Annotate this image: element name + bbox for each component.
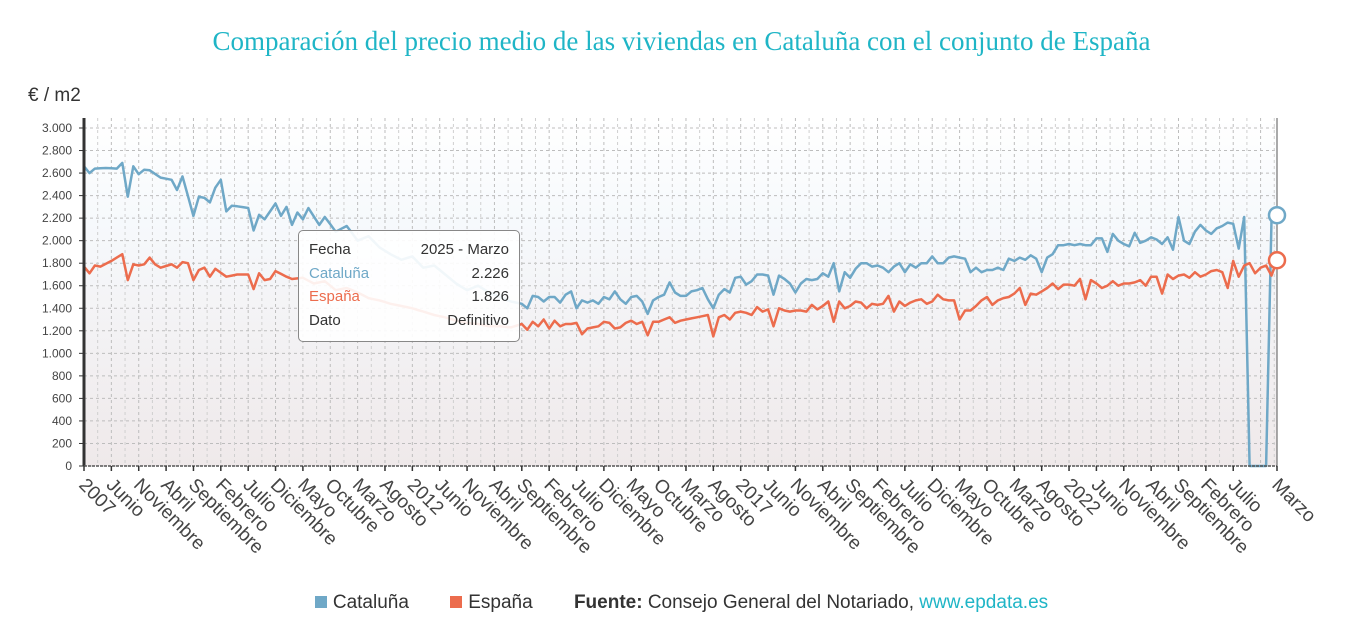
series-line: [83, 252, 1279, 338]
tooltip: Fecha 2025 - Marzo Cataluña 2.226 España…: [298, 230, 520, 342]
axes: [82, 118, 1278, 467]
y-tick-label: 2.400: [42, 189, 72, 203]
source-link[interactable]: www.epdata.es: [919, 592, 1049, 613]
highlight-marker: [1267, 205, 1287, 225]
y-tick-label: 2.200: [42, 211, 72, 225]
legend-swatch: [450, 596, 463, 608]
y-tick-label: 1.600: [42, 279, 72, 293]
y-tick-label: 400: [52, 414, 72, 428]
x-tick-label: Marzo: [1267, 475, 1319, 527]
tooltip-value: 2025 - Marzo: [420, 241, 509, 258]
tooltip-row-dato: Dato Definitivo: [309, 312, 509, 336]
legend-item-cataluna[interactable]: Cataluña: [314, 592, 409, 614]
y-tick-label: 1.000: [42, 346, 72, 360]
tooltip-value: 1.826: [471, 288, 509, 305]
y-tick-label: 600: [52, 391, 72, 405]
tooltip-value: 2.226: [471, 264, 509, 282]
y-tick-label: 1.200: [42, 324, 72, 338]
y-tick-label: 2.000: [42, 234, 72, 248]
source-text: Consejo General del Notariado,: [647, 592, 914, 613]
source-label: Fuente:: [573, 592, 643, 613]
tooltip-row-espana: España 1.826: [309, 288, 509, 312]
tooltip-label: Dato: [309, 311, 341, 329]
y-tick-label: 1.400: [42, 301, 72, 315]
y-tick-label: 200: [52, 436, 72, 450]
legend-item-espana[interactable]: España: [450, 592, 533, 614]
tooltip-row-cataluna: Cataluña 2.226: [309, 265, 509, 289]
series-cataluna: [83, 161, 1278, 468]
tooltip-row-date: Fecha 2025 - Marzo: [309, 241, 509, 265]
chart-title: Comparación del precio medio de las vivi…: [212, 26, 1151, 56]
y-tick-label: 1.800: [42, 256, 72, 270]
tooltip-label: Fecha: [309, 241, 351, 258]
x-axis-ticks: 2007JunioNoviembreAbrilSeptiembreFebrero…: [74, 466, 1320, 558]
tooltip-label: Cataluña: [309, 264, 370, 282]
y-tick-label: 2.800: [42, 144, 72, 158]
plot-background: [84, 118, 1277, 466]
y-tick-label: 2.600: [42, 166, 72, 180]
y-tick-label: 0: [65, 459, 72, 473]
tooltip-value: Definitivo: [447, 311, 509, 329]
y-axis-ticks: 0 200 400 600 800 1.000 1.200 1.400 1.600 1.800 2.…: [42, 121, 84, 473]
y-axis-label: € / m2: [28, 85, 81, 106]
legend-swatch: [314, 596, 327, 608]
highlight-marker: [1267, 251, 1287, 270]
legend-label: España: [468, 592, 533, 613]
series-espana: [83, 252, 1279, 338]
legend-label: Cataluña: [332, 592, 409, 613]
source-credit: Fuente: Consejo General del Notariado, w…: [574, 592, 1048, 614]
y-tick-label: 800: [52, 369, 72, 383]
y-tick-label: 3.000: [42, 121, 72, 135]
tooltip-label: España: [309, 288, 360, 305]
legend: Cataluña España Fuente: Consejo General …: [0, 592, 1363, 614]
plot-area: [84, 118, 1277, 466]
series-line: [83, 161, 1278, 468]
